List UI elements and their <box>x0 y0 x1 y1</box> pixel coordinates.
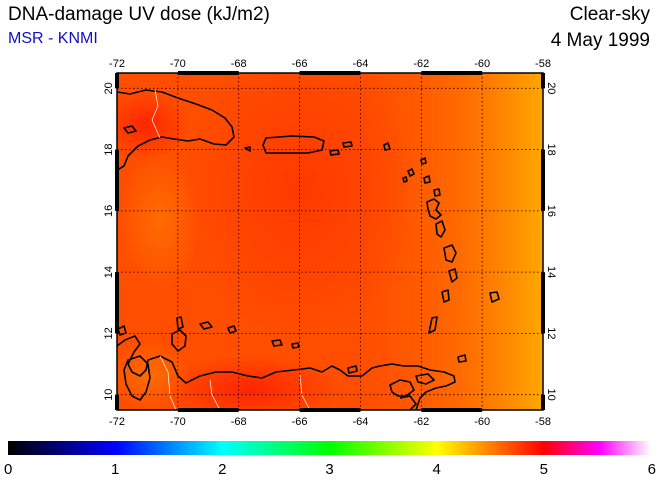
colorbar <box>8 441 651 455</box>
lat-tick-labels-right: 10 12 14 16 18 20 <box>545 82 557 401</box>
lon-tick-label: -72 <box>109 416 125 428</box>
date-label: 4 May 1999 <box>550 30 650 51</box>
lat-tick-label: 18 <box>103 143 115 155</box>
frame-scale-bars <box>115 71 545 412</box>
lon-tick-label: -58 <box>535 416 551 428</box>
scale-bar-left <box>115 149 119 211</box>
lon-tick-label: -64 <box>352 416 368 428</box>
lat-tick-label: 12 <box>545 327 557 339</box>
scale-bar-right <box>541 394 545 410</box>
lon-tick-label: -70 <box>170 416 186 428</box>
lat-tick-label: 20 <box>545 82 557 94</box>
lake-maracaibo <box>123 355 151 401</box>
lat-tick-label: 14 <box>103 266 115 278</box>
scale-bar-bottom <box>299 408 361 412</box>
scale-bar-right <box>541 73 545 89</box>
lat-tick-label: 18 <box>545 143 557 155</box>
scale-bar-bottom <box>421 408 483 412</box>
south-america-coast <box>117 335 456 410</box>
scale-bar-right <box>541 149 545 211</box>
lon-tick-label: -68 <box>231 416 247 428</box>
colorbar-tick-label: 3 <box>325 461 333 478</box>
scale-bar-left <box>115 394 119 410</box>
lat-tick-label: 20 <box>103 82 115 94</box>
colorbar-tick-label: 4 <box>432 461 440 478</box>
lat-tick-label: 10 <box>545 389 557 401</box>
uv-dose-field <box>117 73 543 410</box>
lon-tick-labels-top: -72 -70 -68 -66 -64 -62 -60 -58 <box>109 58 551 70</box>
lon-tick-label: -62 <box>413 416 429 428</box>
lat-tick-label: 10 <box>103 389 115 401</box>
colorbar-tick-labels: 0 1 2 3 4 5 6 <box>4 461 656 478</box>
lon-tick-label: -62 <box>413 58 429 70</box>
martinique-coast <box>443 244 457 263</box>
scale-bar-top <box>421 71 483 75</box>
graticule <box>117 73 543 410</box>
colorbar-tick-label: 2 <box>218 461 226 478</box>
scale-bar-top <box>177 71 239 75</box>
scale-bar-bottom <box>177 408 239 412</box>
curacao-coast <box>171 329 187 352</box>
hispaniola-border <box>151 89 161 139</box>
lon-tick-label: -72 <box>109 58 125 70</box>
puerto-rico-coast <box>262 135 325 154</box>
map-title: DNA-damage UV dose (kJ/m2) <box>8 4 270 25</box>
colorbar-tick-label: 1 <box>111 461 119 478</box>
lon-tick-label: -58 <box>535 58 551 70</box>
sky-condition-label: Clear-sky <box>569 4 650 25</box>
lon-tick-label: -68 <box>231 58 247 70</box>
lat-tick-label: 14 <box>545 266 557 278</box>
credit-label: MSR - KNMI <box>8 30 98 47</box>
lon-tick-label: -66 <box>292 416 308 428</box>
scale-bar-right <box>541 272 545 334</box>
hispaniola-coast <box>117 89 235 171</box>
lon-tick-labels-bottom: -72 -70 -68 -66 -64 -62 -60 -58 <box>109 416 551 428</box>
lat-tick-label: 16 <box>545 205 557 217</box>
lat-tick-label: 16 <box>103 205 115 217</box>
lon-tick-label: -66 <box>292 58 308 70</box>
colorbar-tick-label: 6 <box>648 461 656 478</box>
lon-tick-label: -64 <box>352 58 368 70</box>
colorbar-tick-label: 0 <box>4 461 12 478</box>
lon-tick-label: -70 <box>170 58 186 70</box>
lon-tick-label: -60 <box>474 58 490 70</box>
coastlines <box>117 89 500 410</box>
colorbar-tick-label: 5 <box>540 461 548 478</box>
trinidad-coast <box>389 379 415 397</box>
lon-tick-label: -60 <box>474 416 490 428</box>
scale-bar-top <box>299 71 361 75</box>
guadeloupe-coast <box>426 198 442 220</box>
dominica-coast <box>435 220 446 238</box>
lat-tick-label: 12 <box>103 327 115 339</box>
scale-bar-left <box>115 272 119 334</box>
scale-bar-left <box>115 73 119 89</box>
lat-tick-labels-left: 10 12 14 16 18 20 <box>103 82 115 401</box>
